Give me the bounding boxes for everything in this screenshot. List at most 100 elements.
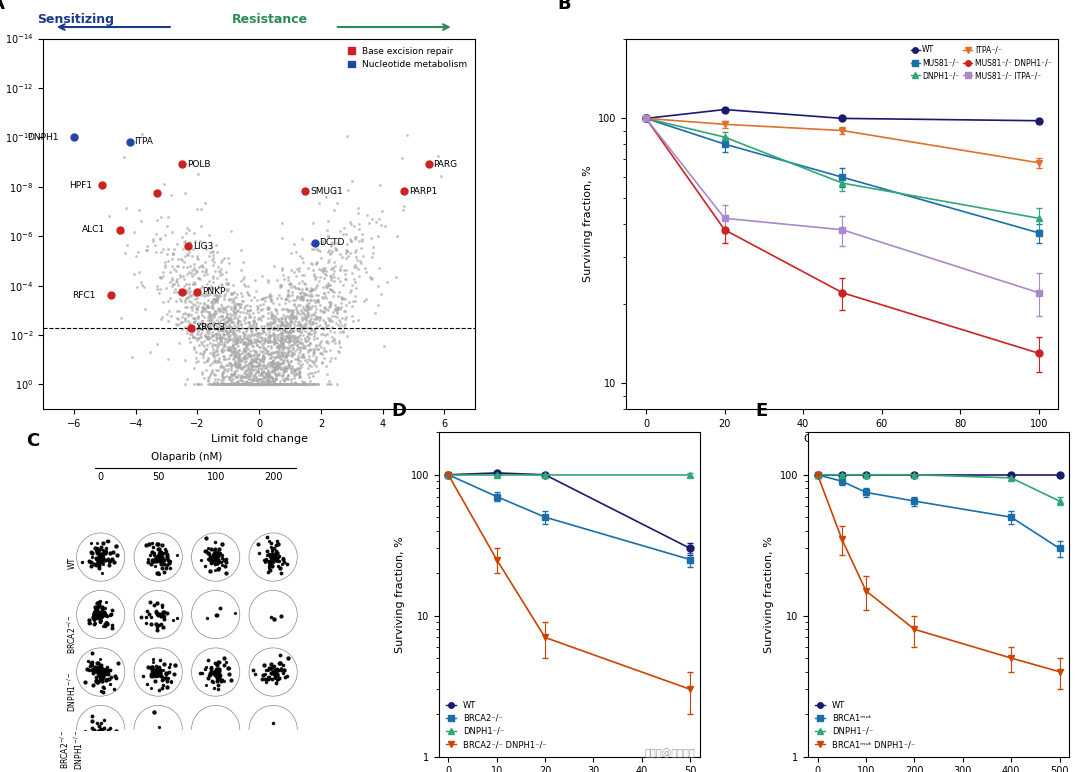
Point xyxy=(237,378,254,391)
Point xyxy=(148,246,165,259)
Point xyxy=(232,361,249,374)
Circle shape xyxy=(191,533,240,581)
Point xyxy=(201,378,218,391)
Point xyxy=(253,378,270,391)
Point xyxy=(153,671,171,683)
Point xyxy=(229,316,246,328)
Point xyxy=(249,378,267,391)
Point xyxy=(131,266,148,279)
Point xyxy=(285,338,302,350)
Point xyxy=(156,566,173,578)
Point xyxy=(261,320,279,332)
Text: Resistance: Resistance xyxy=(232,13,308,26)
Point xyxy=(286,364,303,376)
Point xyxy=(354,229,372,241)
Point xyxy=(228,334,245,346)
Point xyxy=(94,567,111,579)
Point xyxy=(147,554,164,566)
Point xyxy=(217,301,234,313)
Point xyxy=(282,281,299,293)
Point xyxy=(272,361,289,374)
Point xyxy=(339,250,356,262)
Point xyxy=(259,345,276,357)
Point xyxy=(232,318,249,330)
Text: 搜狐号@医药魔方: 搜狐号@医药魔方 xyxy=(645,749,694,759)
Point xyxy=(319,229,336,242)
Point xyxy=(305,283,322,295)
Point xyxy=(325,265,342,277)
Point xyxy=(246,378,264,391)
Point xyxy=(278,319,295,331)
Point xyxy=(265,550,282,562)
Text: RFC1: RFC1 xyxy=(72,291,96,300)
Point xyxy=(237,338,254,350)
Point xyxy=(281,333,298,345)
Point xyxy=(235,378,253,391)
Point xyxy=(89,537,106,549)
Point xyxy=(280,378,297,391)
Point xyxy=(283,330,300,343)
Point xyxy=(266,378,283,391)
Point xyxy=(282,324,299,337)
Point xyxy=(152,272,170,284)
Point xyxy=(216,334,233,346)
Point xyxy=(274,323,292,336)
Point xyxy=(85,724,103,736)
Point xyxy=(247,378,265,391)
Point xyxy=(247,321,265,334)
Point xyxy=(249,361,267,374)
Point xyxy=(275,324,293,337)
Point xyxy=(143,554,160,567)
Point xyxy=(268,378,285,391)
Point xyxy=(301,314,319,327)
Point xyxy=(205,682,222,694)
Point xyxy=(260,555,278,567)
Point xyxy=(228,321,245,334)
Point xyxy=(308,289,325,301)
Point xyxy=(293,321,310,334)
Point xyxy=(82,546,99,558)
Point xyxy=(269,550,286,563)
Point xyxy=(288,262,306,275)
Point xyxy=(163,225,180,238)
Point xyxy=(226,308,243,320)
Point xyxy=(234,378,252,391)
Point xyxy=(215,318,232,330)
Point xyxy=(245,378,262,391)
Point xyxy=(119,239,136,251)
Point xyxy=(332,297,349,310)
Point xyxy=(282,378,299,391)
Point xyxy=(258,545,275,557)
Point xyxy=(270,357,287,370)
Point xyxy=(228,378,245,391)
Point xyxy=(273,334,291,347)
Point xyxy=(255,378,272,391)
Point xyxy=(233,351,251,364)
Point xyxy=(249,306,267,318)
Point xyxy=(314,293,332,305)
Point xyxy=(338,245,355,257)
Point xyxy=(249,378,267,391)
Point xyxy=(151,665,168,678)
Point xyxy=(161,658,178,670)
Point xyxy=(365,241,382,253)
Point xyxy=(259,374,276,386)
Point xyxy=(244,378,261,391)
Point xyxy=(219,252,237,265)
Point xyxy=(314,327,332,340)
Point xyxy=(168,305,186,317)
Point xyxy=(267,362,284,374)
Point xyxy=(221,329,239,341)
Point xyxy=(159,308,176,320)
Point xyxy=(91,599,108,611)
Point xyxy=(208,272,226,284)
Point xyxy=(254,303,271,315)
Point xyxy=(145,652,162,665)
Point xyxy=(96,620,113,632)
Point xyxy=(300,303,318,316)
Point xyxy=(288,323,306,335)
Point xyxy=(229,378,246,391)
Point xyxy=(299,334,316,346)
Point xyxy=(251,378,268,391)
Point xyxy=(322,313,339,325)
